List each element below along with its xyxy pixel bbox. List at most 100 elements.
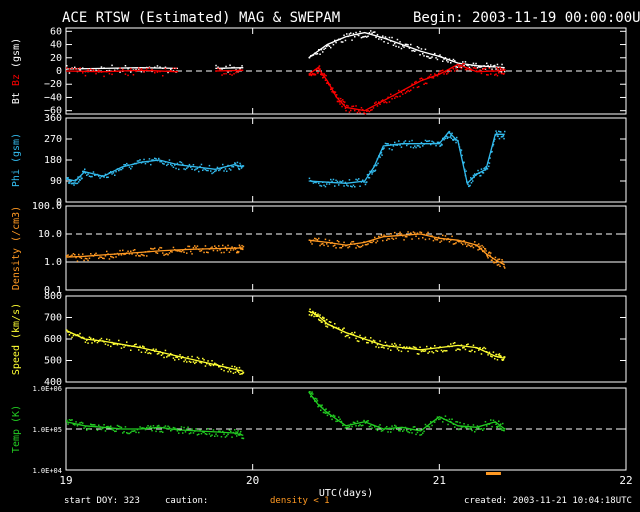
- data-point: [238, 251, 240, 253]
- data-point: [440, 56, 443, 58]
- data-point: [438, 141, 440, 144]
- data-point: [411, 432, 413, 434]
- data-point: [462, 63, 464, 65]
- data-point: [134, 344, 136, 346]
- data-point: [311, 180, 313, 183]
- data-point: [332, 178, 335, 181]
- data-point: [135, 254, 137, 257]
- data-point: [102, 257, 104, 259]
- data-point: [154, 72, 156, 74]
- data-point: [438, 55, 440, 57]
- data-point: [325, 325, 327, 327]
- data-point: [494, 138, 496, 140]
- data-point: [490, 419, 492, 421]
- y-tick-label: 40: [50, 40, 62, 51]
- data-point: [112, 172, 115, 174]
- data-point: [199, 165, 201, 168]
- data-point: [100, 428, 103, 431]
- data-point: [80, 257, 83, 259]
- data-point: [346, 334, 348, 337]
- data-point: [325, 408, 327, 410]
- data-point: [480, 174, 482, 177]
- data-point: [328, 321, 331, 323]
- data-point: [335, 41, 337, 44]
- data-point: [494, 357, 496, 360]
- data-point: [439, 70, 441, 73]
- data-point: [82, 170, 84, 173]
- data-point: [84, 168, 86, 170]
- data-point: [400, 47, 403, 50]
- data-point: [383, 234, 385, 236]
- data-point: [124, 73, 127, 75]
- data-point: [398, 46, 400, 48]
- data-point: [311, 314, 313, 316]
- data-point: [458, 66, 460, 68]
- data-point: [476, 425, 479, 427]
- data-point: [160, 247, 163, 249]
- y-tick-label: 500: [44, 356, 62, 367]
- data-point: [227, 71, 229, 73]
- data-point: [472, 67, 475, 69]
- data-point: [310, 180, 312, 182]
- data-point: [112, 256, 115, 259]
- data-point: [419, 346, 421, 348]
- data-point: [484, 421, 487, 423]
- data-point: [136, 253, 139, 255]
- data-point: [372, 240, 375, 242]
- data-point: [347, 105, 349, 107]
- data-point: [386, 426, 388, 428]
- data-point: [436, 141, 439, 144]
- data-point: [114, 70, 116, 72]
- data-point: [338, 101, 341, 103]
- data-point: [362, 244, 364, 247]
- data-point: [480, 168, 483, 170]
- data-point: [342, 99, 344, 101]
- data-point: [344, 335, 347, 338]
- x-tick-label: 22: [619, 474, 632, 487]
- data-point: [343, 185, 345, 187]
- data-point: [320, 243, 323, 245]
- data-point: [231, 365, 233, 368]
- data-point: [204, 245, 207, 247]
- data-point: [351, 39, 353, 41]
- chart-title: ACE RTSW (Estimated) MAG & SWEPAM: [62, 10, 341, 26]
- data-point: [456, 68, 459, 71]
- data-point: [310, 395, 312, 398]
- data-point: [342, 41, 344, 43]
- data-point: [503, 137, 505, 140]
- data-point: [233, 66, 235, 69]
- series-line: [308, 31, 505, 69]
- data-point: [183, 251, 185, 253]
- data-point: [404, 92, 407, 94]
- data-point: [340, 97, 342, 100]
- data-point: [398, 429, 400, 432]
- data-point: [376, 343, 379, 346]
- data-point: [156, 252, 159, 254]
- data-point: [358, 178, 360, 180]
- data-point: [99, 426, 101, 428]
- data-point: [196, 356, 199, 359]
- data-point: [355, 247, 357, 249]
- data-point: [91, 342, 93, 344]
- data-point: [111, 428, 113, 431]
- data-point: [344, 107, 347, 109]
- data-point: [106, 250, 108, 253]
- data-point: [356, 34, 359, 36]
- data-point: [103, 424, 105, 426]
- data-point: [376, 164, 378, 166]
- caution-label: caution:: [165, 496, 209, 506]
- data-point: [371, 342, 373, 344]
- data-point: [408, 346, 411, 349]
- data-point: [439, 241, 441, 243]
- data-point: [342, 245, 344, 247]
- data-point: [371, 32, 373, 34]
- data-point: [328, 183, 331, 185]
- data-point: [162, 431, 164, 433]
- data-point: [175, 167, 177, 170]
- data-point: [464, 168, 466, 171]
- data-point: [316, 239, 319, 241]
- data-point: [491, 259, 493, 261]
- data-point: [350, 185, 352, 187]
- data-point: [326, 326, 329, 328]
- data-point: [447, 423, 449, 426]
